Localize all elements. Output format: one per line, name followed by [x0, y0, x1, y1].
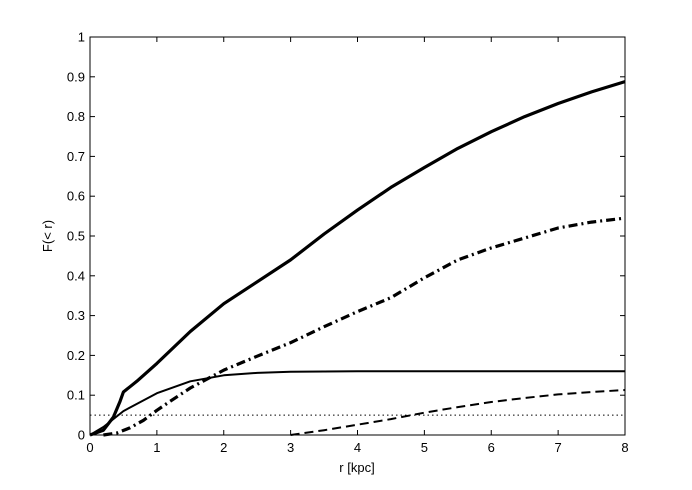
- y-axis-label: F(< r): [40, 220, 55, 252]
- series-thick-solid-line: [89, 80, 626, 437]
- ticks: 0 1 2 3 4 5 6 7 8 0 0.1 0.2 0.3 0.4 0.5 0.6 0.7 0.8 0.9 1: [67, 30, 629, 456]
- y-tick-label: 0.6: [67, 189, 85, 204]
- y-tick-label: 0.9: [67, 69, 85, 84]
- y-tick-label: 0.3: [67, 308, 85, 323]
- x-tick-label: 5: [421, 440, 428, 455]
- x-tick-label: 1: [153, 440, 160, 455]
- x-tick-label: 7: [555, 440, 562, 455]
- y-tick-label: 0.8: [67, 109, 85, 124]
- x-axis-label: r [kpc]: [339, 460, 374, 475]
- x-tick-label: 8: [621, 440, 628, 455]
- y-tick-label: 0.1: [67, 388, 85, 403]
- series-solid-line: [89, 370, 625, 436]
- y-tick-label: 0.5: [67, 229, 85, 244]
- series-dashed-line: [290, 389, 626, 436]
- x-tick-label: 4: [354, 440, 361, 455]
- y-tick-label: 1: [78, 30, 85, 45]
- x-tick-label: 2: [220, 440, 227, 455]
- y-tick-label: 0: [78, 428, 85, 443]
- x-tick-label: 3: [287, 440, 294, 455]
- series-thick-dashdot-line: [103, 216, 626, 437]
- x-tick-label: 0: [86, 440, 93, 455]
- x-tick-label: 6: [488, 440, 495, 455]
- y-tick-label: 0.4: [67, 268, 85, 283]
- series-group: [89, 80, 626, 437]
- y-tick-label: 0.7: [67, 149, 85, 164]
- y-tick-label: 0.2: [67, 348, 85, 363]
- plot-area-border: [89, 36, 626, 436]
